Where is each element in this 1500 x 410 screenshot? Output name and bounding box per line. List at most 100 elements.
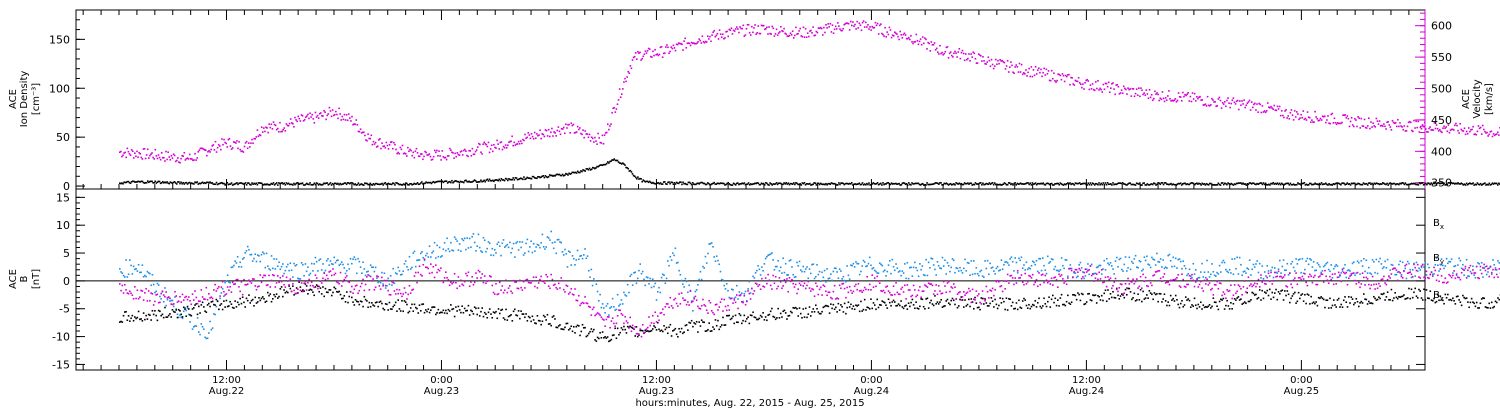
velocity-point <box>1104 82 1107 85</box>
velocity-point <box>945 46 948 49</box>
velocity-point <box>891 34 894 37</box>
velocity-point <box>830 31 833 33</box>
density-point <box>1189 182 1192 185</box>
bx-point <box>478 315 481 317</box>
density-point <box>608 162 610 164</box>
density-point <box>665 183 667 185</box>
velocity-point <box>926 48 928 50</box>
velocity-point <box>134 152 136 154</box>
velocity-point <box>840 29 842 32</box>
density-point <box>1119 182 1122 184</box>
velocity-point <box>428 153 431 155</box>
by-point <box>773 268 776 271</box>
velocity-point <box>1283 116 1285 119</box>
by-point <box>412 252 415 254</box>
velocity-point <box>1460 128 1463 131</box>
bx-point <box>733 322 736 325</box>
by-point <box>594 280 596 282</box>
velocity-point <box>615 108 618 110</box>
by-point <box>743 293 746 295</box>
density-point <box>969 182 971 185</box>
x-tick-label-time: 0:00 <box>430 375 452 386</box>
velocity-point <box>806 32 809 34</box>
bx-point <box>121 321 124 323</box>
velocity-point <box>464 148 466 151</box>
bx-point <box>379 300 382 303</box>
by-point <box>761 266 763 268</box>
velocity-point <box>623 81 625 83</box>
velocity-point <box>401 144 404 147</box>
density-point <box>1139 182 1141 184</box>
velocity-point <box>327 113 330 115</box>
velocity-point <box>202 148 205 150</box>
density-point <box>453 180 455 183</box>
velocity-point <box>1117 85 1120 88</box>
density-point <box>688 181 691 184</box>
by-point <box>236 255 239 258</box>
density-point <box>626 167 628 169</box>
velocity-point <box>1055 81 1057 83</box>
density-point <box>777 182 780 185</box>
by-point <box>328 264 331 266</box>
bx-point <box>156 319 159 322</box>
by-point <box>1169 259 1172 262</box>
by-point <box>1192 262 1195 265</box>
by-point <box>1390 263 1393 266</box>
velocity-point <box>240 150 243 153</box>
velocity-point <box>1258 102 1260 105</box>
velocity-point <box>145 154 148 156</box>
bx-point <box>678 327 680 330</box>
velocity-point <box>993 65 996 67</box>
velocity-point <box>503 146 506 149</box>
velocity-point <box>409 148 411 151</box>
velocity-point <box>534 137 537 140</box>
by-point <box>175 308 178 310</box>
bx-point <box>688 321 690 324</box>
bx-point <box>335 290 338 293</box>
density-point <box>396 182 398 184</box>
density-point <box>495 179 497 181</box>
by-point <box>735 284 738 287</box>
density-point <box>1286 182 1288 185</box>
by-point <box>956 267 959 270</box>
velocity-point <box>820 27 823 30</box>
by-point <box>920 268 922 271</box>
by-point <box>1360 260 1363 262</box>
bx-point <box>250 299 253 302</box>
density-point <box>891 183 894 185</box>
velocity-point <box>1489 130 1492 133</box>
by-point <box>219 297 221 300</box>
by-point <box>660 276 663 279</box>
density-point <box>858 182 861 185</box>
bx-point <box>372 304 374 306</box>
density-point <box>732 182 735 185</box>
density-point <box>987 183 990 186</box>
velocity-point <box>525 137 527 140</box>
density-point <box>168 182 171 185</box>
bx-point <box>771 307 773 310</box>
by-point <box>1102 268 1104 270</box>
density-point <box>958 182 961 185</box>
by-point <box>495 252 497 254</box>
bx-point <box>277 297 279 299</box>
bx-point <box>550 324 552 327</box>
by-point <box>742 300 744 303</box>
velocity-point <box>835 28 838 30</box>
x-tick-label-time: 0:00 <box>860 375 882 386</box>
velocity-point <box>238 141 240 143</box>
velocity-point <box>253 137 255 140</box>
velocity-point <box>421 153 423 155</box>
bx-point <box>885 304 887 307</box>
bx-point <box>142 312 145 314</box>
by-point <box>448 250 451 253</box>
density-point <box>919 184 922 186</box>
density-point <box>906 184 909 186</box>
velocity-point <box>1184 93 1186 96</box>
by-point <box>1191 276 1193 279</box>
velocity-point <box>746 24 749 26</box>
bx-point <box>502 317 505 319</box>
by-point <box>702 265 704 268</box>
bx-point <box>392 305 394 308</box>
by-point <box>1440 258 1443 260</box>
bx-point <box>560 328 563 330</box>
